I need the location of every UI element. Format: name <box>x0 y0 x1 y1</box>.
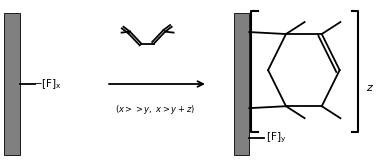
Bar <box>5 13 20 155</box>
Text: $(x >> y,\ x > y + z)$: $(x >> y,\ x > y + z)$ <box>115 103 195 116</box>
Bar <box>234 13 249 155</box>
Text: $[\mathrm{F}]_\mathrm{y}$: $[\mathrm{F}]_\mathrm{y}$ <box>266 130 287 145</box>
Text: $z$: $z$ <box>366 83 374 93</box>
Text: $-[\mathrm{F}]_\mathrm{x}$: $-[\mathrm{F}]_\mathrm{x}$ <box>33 77 62 91</box>
